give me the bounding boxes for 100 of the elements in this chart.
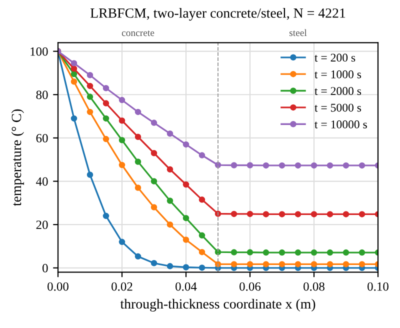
point xyxy=(182,181,190,188)
point xyxy=(198,196,206,203)
y-tick-label: 60 xyxy=(36,134,48,142)
point xyxy=(198,264,206,271)
point xyxy=(358,162,366,169)
x-tick-label: 0.02 xyxy=(112,282,132,291)
point xyxy=(310,249,318,256)
point xyxy=(246,249,254,256)
y-tick-label: 80 xyxy=(36,90,48,100)
legend-label: t = 200 s xyxy=(314,54,356,62)
point xyxy=(294,249,302,256)
point xyxy=(70,70,78,78)
point xyxy=(86,172,94,178)
point xyxy=(166,198,174,204)
point xyxy=(182,236,190,243)
x-tick-label: 0.10 xyxy=(368,282,388,291)
point xyxy=(278,249,286,256)
point xyxy=(326,211,334,218)
point xyxy=(102,212,110,220)
legend-label: t = 10000 s xyxy=(314,120,367,128)
legend-label: t = 2000 s xyxy=(314,87,362,96)
x-tick-label: 0.00 xyxy=(48,282,68,291)
point xyxy=(166,263,174,270)
point xyxy=(70,66,78,72)
point xyxy=(102,85,110,92)
point xyxy=(342,261,350,268)
point xyxy=(102,115,110,122)
point xyxy=(150,150,158,156)
point xyxy=(358,211,366,218)
point xyxy=(230,210,238,218)
point xyxy=(294,211,302,218)
point xyxy=(326,162,334,169)
point xyxy=(310,261,318,268)
point xyxy=(342,211,350,218)
legend-label: t = 5000 s xyxy=(314,104,362,112)
point xyxy=(102,100,110,106)
point xyxy=(198,152,206,158)
point xyxy=(278,261,286,268)
point xyxy=(246,210,254,218)
point xyxy=(86,82,94,90)
point xyxy=(166,166,174,172)
point xyxy=(166,130,174,137)
y-tick-label: 100 xyxy=(30,47,48,56)
point xyxy=(182,141,190,148)
point xyxy=(150,178,158,184)
point xyxy=(294,162,302,169)
y-axis-title: temperature (° C) xyxy=(11,109,24,206)
point xyxy=(70,60,78,66)
chart-title: LRBFCM, two-layer concrete/steel, N = 4221 xyxy=(90,8,346,21)
point xyxy=(278,211,286,218)
point xyxy=(278,162,286,169)
point xyxy=(182,264,190,270)
point xyxy=(118,136,126,144)
point xyxy=(134,253,142,260)
point xyxy=(294,261,302,268)
x-tick-label: 0.06 xyxy=(240,282,261,291)
point xyxy=(86,94,94,100)
point xyxy=(326,261,334,268)
point xyxy=(198,248,206,256)
point xyxy=(246,162,254,168)
point xyxy=(262,162,270,169)
x-tick-label: 0.08 xyxy=(304,282,324,291)
text: steel xyxy=(289,29,307,36)
point xyxy=(118,162,126,168)
y-tick-label: 20 xyxy=(36,220,48,230)
point xyxy=(150,120,158,126)
point xyxy=(118,96,126,104)
point xyxy=(134,134,142,140)
point xyxy=(326,249,334,256)
point xyxy=(230,162,238,168)
point xyxy=(358,261,366,268)
point xyxy=(118,238,126,246)
point xyxy=(230,249,238,256)
point xyxy=(246,261,254,268)
point xyxy=(342,162,350,169)
point xyxy=(166,221,174,228)
point xyxy=(198,232,206,239)
x-axis-title: through-thickness coordinate x (m) xyxy=(120,298,316,312)
y-tick-label: 40 xyxy=(36,177,48,186)
y-tick-label: 0 xyxy=(42,264,48,272)
point xyxy=(150,204,158,210)
legend-label: t = 1000 s xyxy=(314,70,362,78)
point xyxy=(262,211,270,218)
point xyxy=(70,78,78,85)
point xyxy=(134,184,142,191)
point xyxy=(230,261,238,268)
point xyxy=(86,72,94,78)
text: concrete xyxy=(122,30,154,36)
point xyxy=(86,108,94,116)
point xyxy=(134,108,142,116)
point xyxy=(342,249,350,256)
point xyxy=(310,162,318,169)
point xyxy=(118,117,126,124)
x-tick-label: 0.04 xyxy=(176,282,197,291)
point xyxy=(134,158,142,165)
point xyxy=(262,249,270,256)
point xyxy=(70,115,78,122)
point xyxy=(358,249,366,256)
point xyxy=(182,214,190,222)
point xyxy=(262,261,270,268)
